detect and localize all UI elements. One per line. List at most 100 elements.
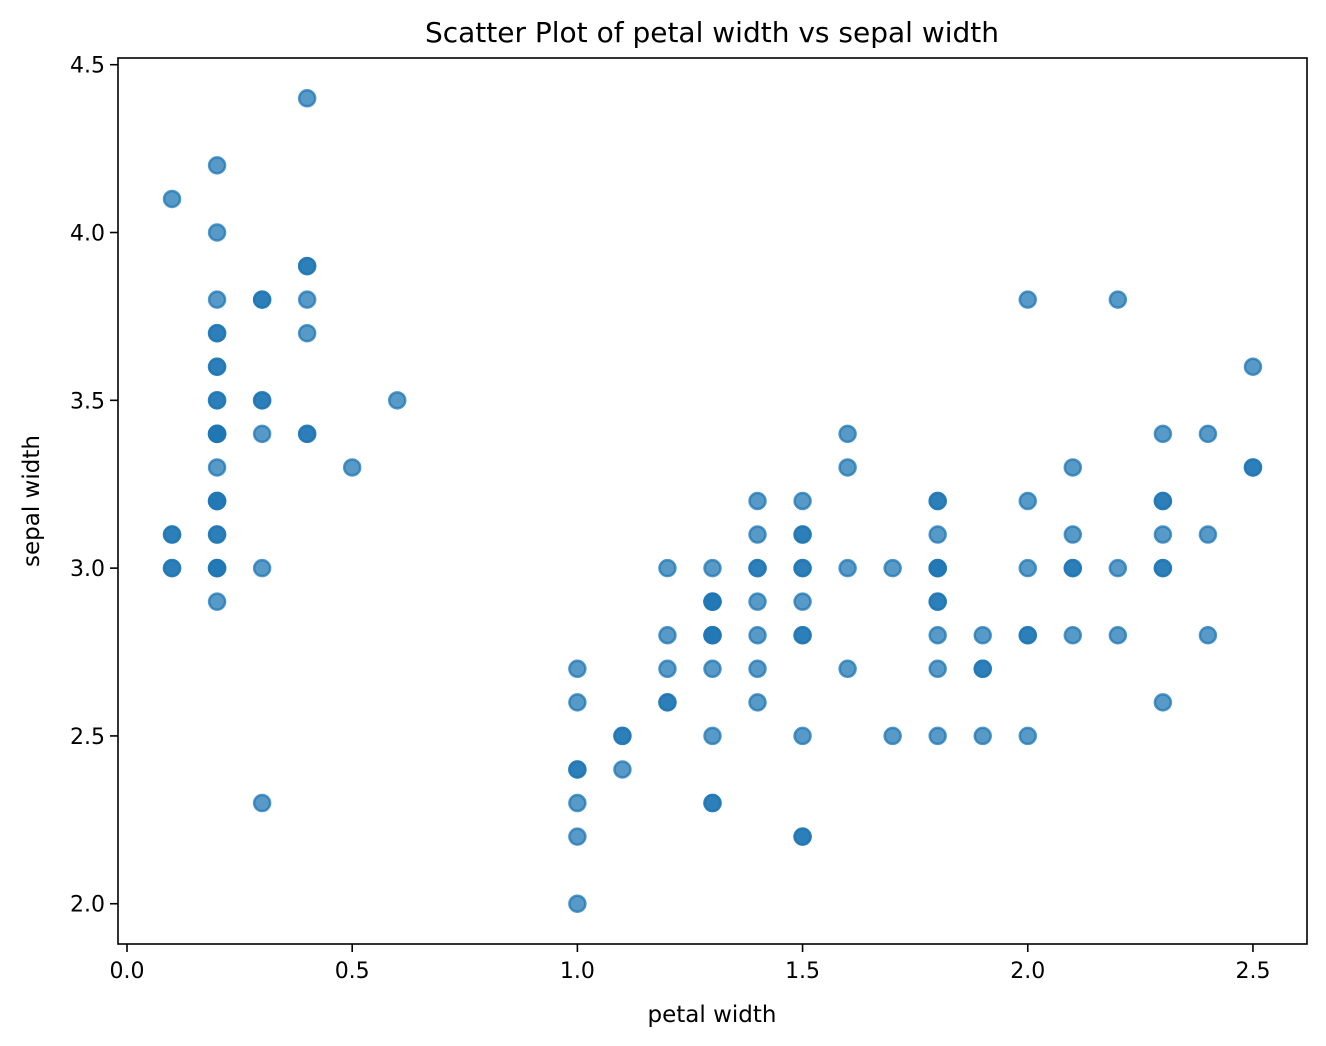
scatter-point	[207, 458, 227, 477]
scatter-point	[928, 525, 947, 544]
scatter-point	[793, 726, 812, 746]
scatter-point	[252, 424, 272, 444]
scatter-point	[162, 189, 182, 209]
scatter-point	[973, 726, 992, 746]
scatter-point	[973, 659, 992, 679]
y-tick-label: 4.0	[70, 222, 105, 247]
scatter-point	[1198, 625, 1218, 645]
scatter-point	[838, 659, 857, 679]
scatter-point	[613, 760, 632, 779]
scatter-point	[252, 793, 272, 813]
scatter-point	[928, 558, 947, 578]
scatter-point	[1018, 625, 1038, 645]
scatter-point	[748, 659, 767, 679]
y-tick-label: 3.5	[70, 389, 105, 414]
scatter-point	[883, 726, 902, 746]
y-tick-label: 2.5	[70, 725, 105, 750]
x-tick-label: 1.5	[785, 959, 820, 984]
scatter-point	[1063, 625, 1083, 645]
scatter-point	[342, 458, 362, 477]
scatter-point	[207, 323, 227, 343]
x-tick-label: 2.5	[1235, 959, 1270, 984]
y-tick-label: 3.0	[70, 557, 105, 582]
data-points	[162, 89, 1263, 913]
scatter-point	[297, 424, 317, 444]
scatter-point	[793, 491, 812, 511]
scatter-point	[1198, 424, 1218, 444]
scatter-point	[1153, 525, 1173, 544]
scatter-point	[703, 592, 722, 611]
scatter-point	[793, 592, 812, 611]
scatter-point	[1108, 558, 1128, 578]
scatter-point	[748, 558, 767, 578]
scatter-point	[658, 693, 677, 712]
scatter-point	[793, 625, 812, 645]
scatter-point	[748, 491, 767, 511]
scatter-point	[838, 558, 857, 578]
scatter-point	[207, 223, 227, 242]
scatter-point	[748, 693, 767, 712]
x-tick-label: 0.0	[110, 959, 145, 984]
scatter-point	[207, 357, 227, 377]
axis-ticks: 0.0 0.5 1.0 1.5 2.0 2.5 2.0 2.5 3.0 3.5 4.0 4.5	[70, 54, 1270, 984]
scatter-point	[387, 391, 407, 410]
scatter-point	[748, 625, 767, 645]
scatter-point	[928, 491, 947, 511]
scatter-point	[1198, 525, 1218, 544]
scatter-point	[658, 558, 677, 578]
scatter-point	[207, 525, 227, 544]
scatter-point	[973, 625, 992, 645]
scatter-point	[703, 625, 722, 645]
scatter-point	[1153, 424, 1173, 444]
scatter-point	[162, 525, 182, 544]
scatter-point	[297, 323, 317, 343]
scatter-point	[568, 827, 587, 846]
scatter-point	[297, 89, 317, 108]
scatter-point	[658, 625, 677, 645]
scatter-point	[838, 424, 857, 444]
scatter-point	[1153, 693, 1173, 712]
scatter-point	[252, 290, 272, 309]
scatter-point	[748, 592, 767, 611]
chart-title: Scatter Plot of petal width vs sepal wid…	[425, 16, 999, 49]
y-tick-label: 4.5	[70, 54, 105, 79]
scatter-point	[928, 726, 947, 746]
y-axis-label: sepal width	[19, 435, 45, 567]
scatter-point	[1063, 458, 1083, 477]
scatter-point	[1153, 558, 1173, 578]
scatter-point	[568, 760, 587, 779]
scatter-point	[793, 558, 812, 578]
scatter-point	[658, 659, 677, 679]
scatter-point	[297, 256, 317, 276]
scatter-point	[297, 290, 317, 309]
plot-area-frame	[117, 57, 1308, 945]
scatter-point	[613, 726, 632, 746]
scatter-point	[207, 156, 227, 175]
scatter-point	[1243, 458, 1263, 477]
scatter-point	[568, 894, 587, 913]
scatter-point	[207, 290, 227, 309]
scatter-point	[162, 558, 182, 578]
scatter-point	[1243, 357, 1263, 377]
scatter-point	[928, 659, 947, 679]
scatter-point	[1018, 558, 1038, 578]
scatter-point	[252, 391, 272, 410]
scatter-point	[703, 659, 722, 679]
scatter-point	[1153, 491, 1173, 511]
scatter-point	[207, 391, 227, 410]
scatter-point	[703, 726, 722, 746]
y-tick-label: 2.0	[70, 893, 105, 918]
x-tick-label: 2.0	[1010, 959, 1045, 984]
scatter-point	[748, 525, 767, 544]
scatter-point	[793, 827, 812, 846]
scatter-point	[1108, 290, 1128, 309]
scatter-point	[1018, 290, 1038, 309]
scatter-point	[1018, 726, 1038, 746]
x-tick-label: 0.5	[335, 959, 370, 984]
scatter-point	[1018, 491, 1038, 511]
scatter-point	[207, 592, 227, 611]
scatter-point	[252, 558, 272, 578]
scatter-point	[1063, 558, 1083, 578]
